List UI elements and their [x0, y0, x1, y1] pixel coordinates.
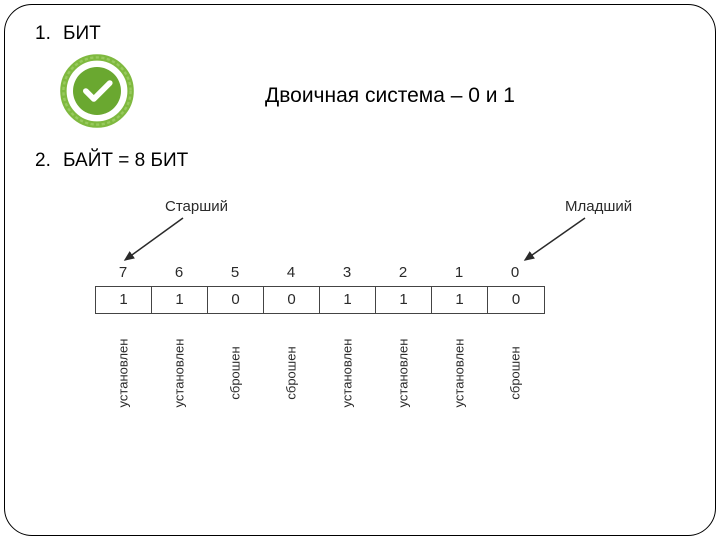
list-num-1: 1. [35, 23, 63, 45]
list-text-2: БАЙТ = 8 БИТ [63, 150, 188, 172]
bit-state: сброшен [263, 318, 319, 428]
bit-state: установлен [319, 318, 375, 428]
bit-values-row: 1 1 0 0 1 1 1 0 [95, 286, 545, 314]
bit-cell: 1 [152, 287, 208, 313]
bit-states-row: установлен установлен сброшен сброшен ус… [95, 318, 543, 428]
list-text-1: БИТ [63, 23, 101, 45]
bit-index: 7 [95, 264, 151, 281]
bit-indices-row: 7 6 5 4 3 2 1 0 [95, 264, 543, 281]
bit-state: сброшен [207, 318, 263, 428]
list-num-2: 2. [35, 150, 63, 172]
bit-cell: 1 [376, 287, 432, 313]
bit-index: 3 [319, 264, 375, 281]
bit-cell: 0 [208, 287, 264, 313]
subtitle: Двоичная система – 0 и 1 [265, 84, 685, 108]
slide-frame: 1. БИТ Двоичная система – 0 и 1 2. БАЙТ … [4, 4, 716, 536]
bit-state: установлен [151, 318, 207, 428]
bit-index: 4 [263, 264, 319, 281]
bit-cell: 0 [488, 287, 544, 313]
bit-cell: 1 [96, 287, 152, 313]
bit-state: установлен [431, 318, 487, 428]
byte-diagram: Старший Младший 7 6 5 4 3 2 [95, 198, 685, 458]
bit-cell: 1 [320, 287, 376, 313]
bit-cell: 1 [432, 287, 488, 313]
bit-index: 6 [151, 264, 207, 281]
bit-state: установлен [95, 318, 151, 428]
bit-cell: 0 [264, 287, 320, 313]
bit-index: 5 [207, 264, 263, 281]
bit-index: 2 [375, 264, 431, 281]
bit-index: 1 [431, 264, 487, 281]
list-item-1: 1. БИТ [35, 23, 685, 45]
list-item-2: 2. БАЙТ = 8 БИТ [35, 150, 685, 172]
bit-state: сброшен [487, 318, 543, 428]
bit-index: 0 [487, 264, 543, 281]
bit-state: установлен [375, 318, 431, 428]
